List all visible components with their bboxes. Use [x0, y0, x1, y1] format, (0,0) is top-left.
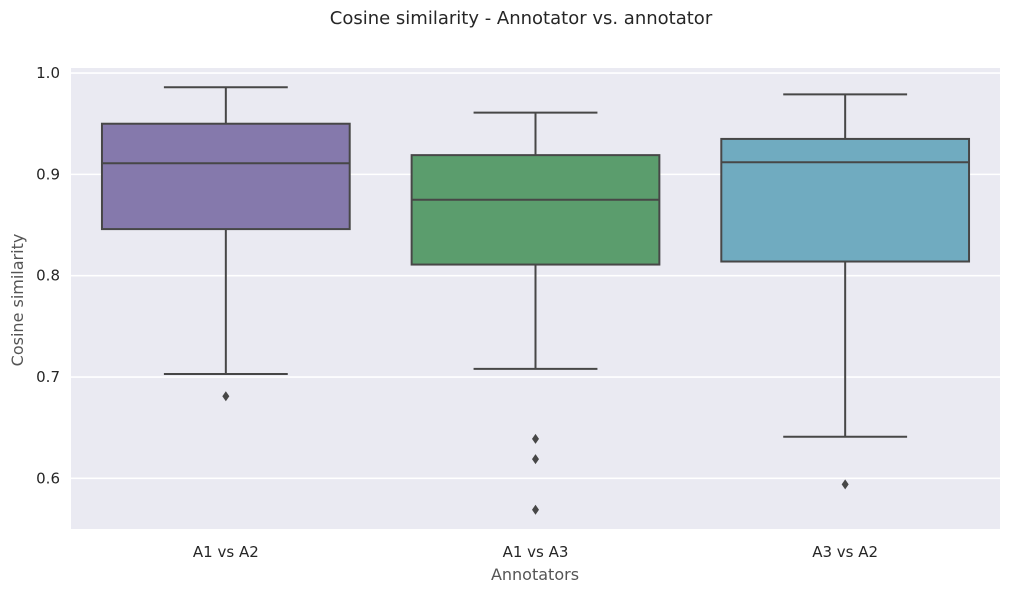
- y-tick-label: 1.0: [36, 64, 60, 82]
- y-tick-label: 0.7: [36, 368, 60, 386]
- x-tick-label: A1 vs A3: [503, 543, 569, 561]
- x-tick-label: A1 vs A2: [193, 543, 259, 561]
- chart-title: Cosine similarity - Annotator vs. annota…: [330, 8, 713, 29]
- box-group: [100, 86, 351, 402]
- y-tick-label: 0.6: [36, 469, 60, 487]
- y-axis-label: Cosine similarity: [8, 234, 27, 367]
- box-group: [410, 111, 661, 515]
- y-tick-label: 0.8: [36, 267, 60, 285]
- outlier-point: [841, 479, 849, 490]
- outlier-point: [532, 504, 539, 515]
- y-axis-ticks: 0.6 0.7 0.8 0.9 1.0: [36, 64, 60, 487]
- outlier-point: [532, 454, 539, 465]
- x-axis-label: Annotators: [491, 565, 579, 584]
- y-tick-label: 0.9: [36, 165, 60, 183]
- iqr-box: [720, 137, 971, 263]
- x-axis-ticks: A1 vs A2 A1 vs A3 A3 vs A2: [193, 543, 878, 561]
- outlier-point: [222, 391, 230, 402]
- box-series: [100, 86, 971, 515]
- x-tick-label: A3 vs A2: [812, 543, 878, 561]
- iqr-box: [410, 154, 661, 266]
- box-group: [720, 93, 971, 490]
- outlier-point: [532, 433, 539, 444]
- iqr-box: [100, 122, 351, 231]
